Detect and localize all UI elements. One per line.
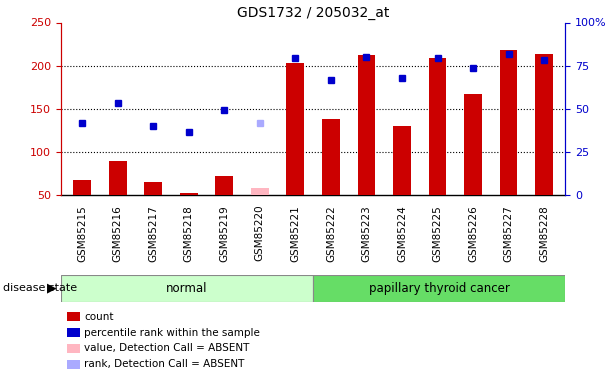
Text: disease state: disease state [3,284,77,293]
Bar [73,180,91,195]
Bar [313,275,565,302]
Bar [215,176,233,195]
Bar [144,182,162,195]
Bar [109,160,126,195]
Text: normal: normal [166,282,208,295]
Text: GSM85219: GSM85219 [219,205,229,261]
Text: papillary thyroid cancer: papillary thyroid cancer [369,282,510,295]
Text: GSM85221: GSM85221 [291,205,300,261]
Text: GSM85223: GSM85223 [361,205,371,261]
Text: rank, Detection Call = ABSENT: rank, Detection Call = ABSENT [84,359,244,369]
Bar [251,188,269,195]
Title: GDS1732 / 205032_at: GDS1732 / 205032_at [237,6,389,20]
Bar [429,58,446,195]
Text: percentile rank within the sample: percentile rank within the sample [84,328,260,338]
Text: GSM85217: GSM85217 [148,205,158,261]
Bar [500,50,517,195]
Bar [286,63,304,195]
Text: GSM85224: GSM85224 [397,205,407,261]
Text: GSM85222: GSM85222 [326,205,336,261]
Text: GSM85218: GSM85218 [184,205,194,261]
Bar [464,94,482,195]
Bar [180,193,198,195]
Bar [535,54,553,195]
Text: GSM85220: GSM85220 [255,205,265,261]
Text: GSM85215: GSM85215 [77,205,87,261]
Text: GSM85228: GSM85228 [539,205,549,261]
Text: GSM85226: GSM85226 [468,205,478,261]
Text: GSM85216: GSM85216 [112,205,123,261]
Text: GSM85227: GSM85227 [503,205,514,261]
Bar [393,126,411,195]
Bar [358,55,375,195]
Text: count: count [84,312,114,322]
Bar [322,119,340,195]
Text: GSM85225: GSM85225 [432,205,443,261]
Text: ▶: ▶ [47,282,57,295]
Text: value, Detection Call = ABSENT: value, Detection Call = ABSENT [84,344,249,353]
Bar [61,275,313,302]
